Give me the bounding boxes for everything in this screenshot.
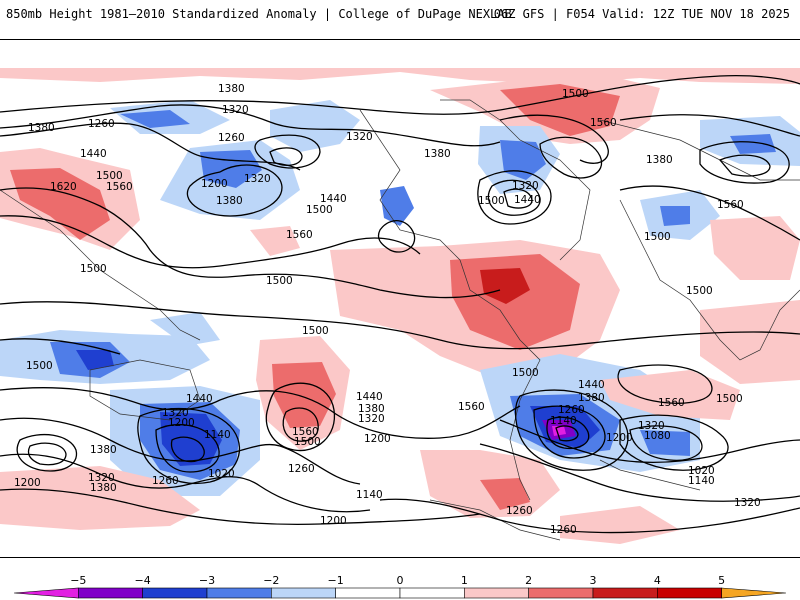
- contour-label: 1020: [208, 468, 235, 480]
- colorbar-tick-label: −3: [199, 574, 215, 587]
- contour-label: 1020: [688, 465, 715, 477]
- colorbar-cells: [13, 587, 787, 599]
- colorbar-tick-label: 1: [461, 574, 468, 587]
- colorbar-tick-label: −2: [263, 574, 279, 587]
- colorbar-cell: [399, 587, 465, 599]
- contour-label: 1380: [358, 403, 385, 415]
- colorbar-tick-label: 0: [397, 574, 404, 587]
- contour-label: 1200: [201, 178, 228, 190]
- colorbar-tick-label: 5: [718, 574, 725, 587]
- contour-label: 1260: [550, 524, 577, 536]
- contour-label: 1440: [514, 194, 541, 206]
- contour-label: 1560: [658, 397, 685, 409]
- contour-label: 1320: [244, 173, 271, 185]
- colorbar-tick-label: −4: [135, 574, 151, 587]
- map-panel[interactable]: 1380 1320 1260 1440 1500 1620 1560 1380 …: [0, 39, 800, 558]
- contour-label: 1320: [222, 104, 249, 116]
- anomaly-colorbar: −5 −4 −3 −2 −1 0 1 2 3 4 5: [13, 574, 787, 599]
- height-contours: [0, 74, 800, 534]
- contour-label: 1320: [162, 407, 189, 419]
- contour-label: 1500: [686, 285, 713, 297]
- contour-label: 1320: [512, 180, 539, 192]
- colorbar-cell: [657, 587, 722, 599]
- colorbar-cell: [528, 587, 594, 599]
- contour-label: 1500: [716, 393, 743, 405]
- contour-label: 1380: [218, 83, 245, 95]
- contour-label: 1260: [558, 404, 585, 416]
- contour-label: 1440: [186, 393, 213, 405]
- contour-label: 1260: [506, 505, 533, 517]
- contour-label: 1140: [204, 429, 231, 441]
- contour-label: 1380: [90, 482, 117, 494]
- contour-label: 1500: [512, 367, 539, 379]
- contour-label: 1380: [646, 154, 673, 166]
- contour-label: 1500: [96, 170, 123, 182]
- contour-label: 1440: [320, 193, 347, 205]
- contour-label: 1500: [302, 325, 329, 337]
- contour-label: 1320: [346, 131, 373, 143]
- contour-label: 1500: [478, 195, 505, 207]
- contour-label: 1320: [88, 472, 115, 484]
- map-title: 850mb Height 1981–2010 Standardized Anom…: [6, 7, 512, 21]
- contour-label: 1320: [358, 413, 385, 425]
- colorbar-cell: [592, 587, 658, 599]
- contour-label: 1380: [216, 195, 243, 207]
- contour-label: 1260: [88, 118, 115, 130]
- colorbar-cell: [464, 587, 529, 599]
- contour-label: 1560: [458, 401, 485, 413]
- contour-label: 1560: [590, 117, 617, 129]
- contour-label: 1200: [14, 477, 41, 489]
- contour-label: 1440: [80, 148, 107, 160]
- contour-label: 1140: [356, 489, 383, 501]
- contour-label: 1200: [168, 417, 195, 429]
- contour-label: 1440: [356, 391, 383, 403]
- contour-label: 1260: [288, 463, 315, 475]
- contour-label: 1200: [320, 515, 347, 527]
- contour-label: 1500: [294, 436, 321, 448]
- contour-label: 1500: [266, 275, 293, 287]
- colorbar-tick-label: 2: [525, 574, 532, 587]
- colorbar-tick-labels: −5 −4 −3 −2 −1 0 1 2 3 4 5: [70, 574, 725, 587]
- colorbar-tick-label: 4: [654, 574, 661, 587]
- contour-label: 1200: [606, 432, 633, 444]
- contour-labels: 1380 1320 1260 1440 1500 1620 1560 1380 …: [14, 83, 761, 536]
- contour-label: 1200: [364, 433, 391, 445]
- colorbar-cell: [271, 587, 336, 599]
- contour-label: 1620: [50, 181, 77, 193]
- colorbar-cell: [78, 587, 143, 599]
- contour-label: 1320: [734, 497, 761, 509]
- contour-label: 1560: [106, 181, 133, 193]
- contour-label: 1380: [424, 148, 451, 160]
- model-run-info: 06Z GFS | F054 Valid: 12Z TUE NOV 18 202…: [493, 7, 790, 21]
- anomaly-map[interactable]: 1380 1320 1260 1440 1500 1620 1560 1380 …: [0, 40, 800, 558]
- contour-label: 1260: [152, 475, 179, 487]
- contour-label: 1260: [218, 132, 245, 144]
- contour-label: 1500: [644, 231, 671, 243]
- contour-label: 1560: [292, 426, 319, 438]
- colorbar-tick-label: −5: [70, 574, 86, 587]
- contour-label: 1320: [638, 420, 665, 432]
- contour-label: 1380: [578, 392, 605, 404]
- colorbar-cell: [721, 587, 787, 599]
- contour-label: 1140: [550, 415, 577, 427]
- colorbar-cell: [206, 587, 272, 599]
- contour-label: 1080: [644, 430, 671, 442]
- contour-label: 1440: [578, 379, 605, 391]
- contour-label: 1500: [562, 88, 589, 100]
- contour-label: 1140: [688, 475, 715, 487]
- contour-label: 1560: [717, 199, 744, 211]
- contour-label: 1560: [286, 229, 313, 241]
- contour-label: 1500: [306, 204, 333, 216]
- colorbar-cell: [13, 587, 79, 599]
- contour-label: 1500: [26, 360, 53, 372]
- colorbar-tick-label: −1: [328, 574, 344, 587]
- contour-label: 1500: [80, 263, 107, 275]
- colorbar-cell: [335, 587, 401, 599]
- contour-label: 1380: [90, 444, 117, 456]
- contour-label: 1380: [28, 122, 55, 134]
- colorbar-cell: [142, 587, 208, 599]
- colorbar-tick-label: 3: [590, 574, 597, 587]
